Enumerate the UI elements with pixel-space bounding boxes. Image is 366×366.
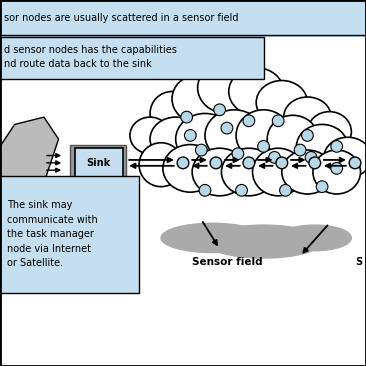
Circle shape <box>221 122 233 134</box>
FancyBboxPatch shape <box>0 37 264 79</box>
Circle shape <box>280 184 291 196</box>
FancyBboxPatch shape <box>70 145 126 181</box>
Ellipse shape <box>267 115 318 163</box>
Circle shape <box>243 157 255 169</box>
Circle shape <box>184 130 196 141</box>
Circle shape <box>349 157 361 169</box>
FancyBboxPatch shape <box>75 148 123 178</box>
Circle shape <box>258 141 269 152</box>
Circle shape <box>272 115 284 127</box>
Ellipse shape <box>172 75 223 123</box>
Circle shape <box>331 141 343 152</box>
Text: Sink: Sink <box>87 158 111 168</box>
Ellipse shape <box>192 148 247 196</box>
Ellipse shape <box>284 97 331 137</box>
Text: Sensor field: Sensor field <box>192 257 262 267</box>
Circle shape <box>199 184 211 196</box>
Ellipse shape <box>163 145 218 192</box>
FancyBboxPatch shape <box>0 0 366 35</box>
Ellipse shape <box>221 148 276 196</box>
Text: sor nodes are usually scattered in a sensor field: sor nodes are usually scattered in a sen… <box>4 12 238 23</box>
Circle shape <box>214 104 225 116</box>
FancyBboxPatch shape <box>0 176 139 293</box>
Circle shape <box>232 148 244 160</box>
Circle shape <box>195 144 207 156</box>
Ellipse shape <box>150 117 201 161</box>
Circle shape <box>210 157 222 169</box>
Circle shape <box>236 184 247 196</box>
Ellipse shape <box>176 113 234 165</box>
Circle shape <box>309 157 321 169</box>
Ellipse shape <box>229 68 284 115</box>
Circle shape <box>331 163 343 174</box>
Ellipse shape <box>296 124 348 168</box>
Text: The sink may
communicate with
the task manager
node via Internet
or Satellite.: The sink may communicate with the task m… <box>7 201 98 268</box>
Circle shape <box>316 181 328 193</box>
Ellipse shape <box>282 150 333 194</box>
Polygon shape <box>0 117 59 212</box>
Circle shape <box>177 157 189 169</box>
Circle shape <box>305 152 317 163</box>
Ellipse shape <box>205 225 322 258</box>
Ellipse shape <box>256 81 307 124</box>
Ellipse shape <box>253 148 304 196</box>
Ellipse shape <box>236 110 291 161</box>
Ellipse shape <box>313 150 361 194</box>
Text: S: S <box>355 257 362 267</box>
Circle shape <box>276 157 288 169</box>
Ellipse shape <box>205 110 264 161</box>
Circle shape <box>294 144 306 156</box>
Ellipse shape <box>324 137 366 178</box>
Ellipse shape <box>139 143 183 187</box>
Circle shape <box>302 130 313 141</box>
Circle shape <box>269 152 280 163</box>
FancyBboxPatch shape <box>0 37 366 366</box>
Circle shape <box>243 115 255 127</box>
Ellipse shape <box>198 62 256 113</box>
Circle shape <box>181 111 193 123</box>
Text: d sensor nodes has the capabilities
nd route data back to the sink: d sensor nodes has the capabilities nd r… <box>4 45 176 70</box>
Ellipse shape <box>278 225 351 251</box>
Ellipse shape <box>150 92 194 135</box>
Ellipse shape <box>130 117 170 154</box>
Ellipse shape <box>307 112 351 152</box>
Ellipse shape <box>161 223 264 253</box>
